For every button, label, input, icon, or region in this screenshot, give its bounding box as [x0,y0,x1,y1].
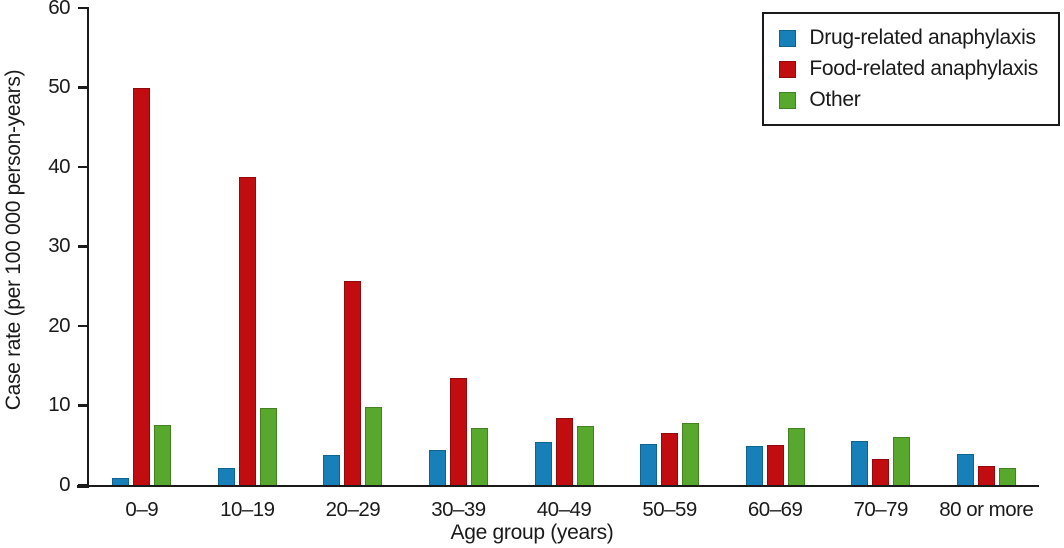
bar [872,458,890,485]
y-tick-mark [78,6,89,10]
bar [766,445,784,485]
bar-group [722,8,828,485]
bar [133,87,151,485]
x-axis-label: 70–79 [853,498,908,521]
x-axis-label: 10–19 [220,498,275,521]
x-axis-labels: 0–9 10–19 20–29 30–39 40–49 50–59 60–69 70–79 80… [89,498,1039,522]
y-tick-label: 60 [48,0,70,19]
bar-group [406,8,512,485]
y-tick-label: 30 [48,234,70,258]
bar-group [617,8,723,485]
bar-group [934,8,1040,485]
y-tick-mark [78,404,89,407]
y-tick-label: 20 [48,313,70,337]
y-tick-mark [78,86,89,89]
x-axis-label: 50–59 [642,498,697,521]
x-axis-label: 40–49 [536,498,592,521]
x-axis-label: 0–9 [125,498,159,521]
bar [576,426,594,485]
bar [344,281,362,485]
bar [851,441,869,485]
y-tick-mark [78,165,89,169]
legend-label: Other [809,88,861,111]
bar-group [195,8,301,485]
legend-label: Drug-related anaphylaxis [809,26,1036,49]
bar [956,454,974,485]
legend-swatch [779,91,797,109]
x-axis-label: 60–69 [747,498,803,521]
bar [640,443,658,485]
bar [449,377,467,485]
y-tick-mark [78,245,89,248]
plot-area: 0 10 20 30 40 50 60 0–9 10–19 20–29 30–39 40–49 50–… [48,0,1060,521]
bar [259,407,277,485]
bar [365,407,383,485]
y-tick-label: 0 [59,472,70,496]
y-tick: 20 [36,313,89,337]
legend-swatch [779,60,797,78]
bar [428,450,446,485]
bar [745,446,763,485]
bar-group [300,8,406,485]
y-tick-label: 10 [48,393,70,417]
bar-groups [89,8,1039,485]
bar [238,176,256,485]
bar [217,467,235,485]
bar [154,425,172,485]
bar [787,427,805,485]
y-tick-mark [78,483,89,487]
y-tick: 30 [36,234,89,258]
legend-swatch [779,29,797,47]
x-axis-label: 30–39 [431,498,486,521]
bar [112,477,130,485]
y-tick: 0 [36,472,89,496]
bar [470,427,488,485]
bar-group [828,8,934,485]
bar [323,454,341,485]
legend-item: Drug-related anaphylaxis [779,26,1038,50]
y-tick-mark [78,324,89,328]
y-tick: 40 [36,154,89,178]
y-tick-label: 50 [48,75,70,99]
y-axis-title: Case rate (per 100 000 person-years) [2,69,25,411]
legend-label: Food-related anaphylaxis [809,57,1038,80]
x-axis-label: 20–29 [325,498,381,521]
legend-item: Food-related anaphylaxis [779,57,1038,81]
y-tick: 10 [36,393,89,417]
y-tick: 50 [36,75,89,99]
x-axis-label: 80 or more [939,498,1034,521]
legend: Drug-related anaphylaxis Food-related ana… [762,12,1060,126]
bar [555,418,573,485]
y-tick: 60 [36,0,89,18]
y-tick-label: 40 [48,154,70,178]
bar [682,423,700,485]
x-axis-title: Age group (years) [450,521,614,544]
bar [534,442,552,485]
bar-group [511,8,617,485]
bar-group [89,8,195,485]
bar [661,433,679,485]
bar [977,465,995,485]
bar [998,468,1016,485]
bar [893,437,911,485]
legend-item: Other [779,88,1038,112]
